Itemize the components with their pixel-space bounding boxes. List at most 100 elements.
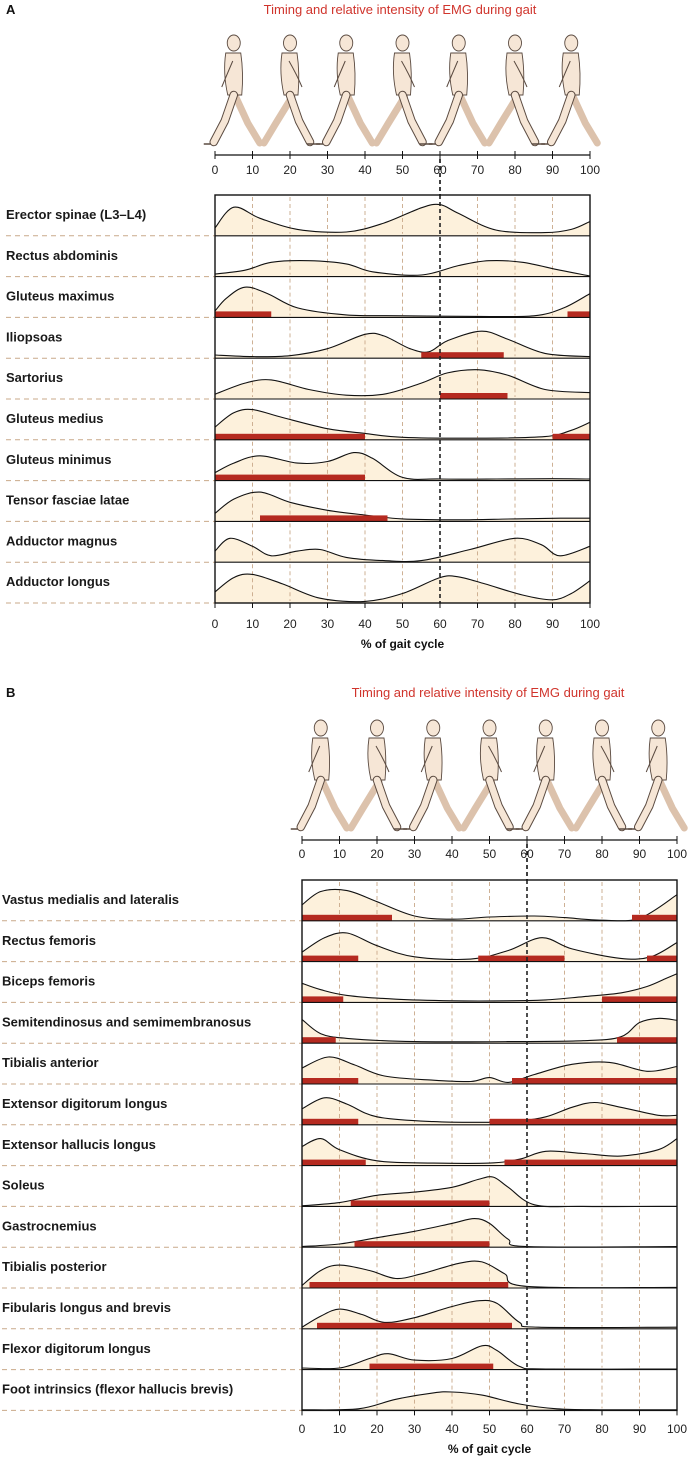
figure-head [651,719,666,737]
figure-head [564,34,579,52]
emg-curve [214,330,591,358]
figure-head [226,34,241,52]
activity-bar [440,393,508,399]
emg-curve [214,491,591,521]
figure-back-leg [319,778,351,832]
activity-bar [567,311,590,318]
figure-head [283,34,297,52]
muscle-row: Semitendinosus and semimembranosus [2,1004,678,1044]
panel-a: A Timing and relative intensity of EMG du… [6,2,601,651]
walking-figure-icon [403,719,463,832]
figure-front-leg [486,776,513,831]
activity-bar [552,433,590,440]
emg-area [302,1345,677,1370]
figure-back-leg [460,778,495,832]
emg-area [215,409,590,440]
walking-figure-icon [460,719,520,832]
walking-figure-icon [485,34,545,147]
emg-curve [214,259,591,277]
bottom-tick-label: 70 [558,1422,572,1436]
top-tick-label: 90 [633,847,647,861]
top-tick-label: 80 [508,163,522,177]
walking-figure-icon [515,719,576,832]
bottom-tick-label: 50 [483,1422,497,1436]
muscle-row: Sartorius [6,360,591,400]
figure-torso [336,52,356,96]
figure-front-leg [598,776,626,831]
panel-letter: B [6,685,15,700]
walking-figure-icon [541,34,601,147]
bottom-tick-label: 80 [508,617,522,631]
figure-front-leg [635,776,662,831]
muscle-label: Gluteus minimus [6,452,111,467]
figure-head [538,719,553,737]
muscle-row: Soleus [2,1167,678,1208]
activity-bar [489,1118,677,1125]
muscle-row: Tibialis posterior [2,1249,678,1289]
muscle-row: Gluteus minimus [6,441,591,482]
figure-back-leg [260,93,296,147]
activity-bar [302,1037,336,1044]
figure-torso [505,52,525,96]
top-tick-label: 10 [246,163,260,177]
figure-front-leg [522,776,549,831]
bottom-tick-label: 40 [445,1422,459,1436]
figure-back-leg [656,778,688,832]
figure-arm [333,60,346,88]
figure-arm [375,745,390,773]
figure-front-leg [286,91,314,146]
muscle-row: Rectus femoris [2,922,678,963]
emg-curve [214,369,591,397]
emg-area [302,889,677,921]
muscle-row: Erector spinae (L3–L4) [6,197,591,237]
emg-curve [214,573,591,603]
figure-torso [561,52,581,96]
figure-torso [392,52,412,96]
muscle-label: Sartorius [6,370,63,385]
muscle-row: Extensor hallucis longus [2,1126,678,1167]
bottom-tick-label: 70 [471,617,485,631]
figure-arm [401,60,415,88]
emg-curve [301,1056,678,1083]
muscle-label: Flexor digitorum longus [2,1341,151,1356]
x-axis-label: % of gait cycle [361,637,445,651]
muscle-row: Gluteus maximus [6,278,591,318]
figure-front-leg [297,776,324,831]
muscle-label: Biceps femoris [2,974,95,989]
figure-back-leg [572,778,608,832]
figure-back-leg [373,93,408,147]
bottom-tick-label: 0 [212,617,219,631]
emg-area [302,1138,677,1166]
muscle-label: Gluteus maximus [6,289,114,304]
bottom-tick-label: 20 [283,617,297,631]
emg-curve [301,1260,678,1289]
bottom-tick-label: 10 [246,617,260,631]
emg-area [302,1056,677,1084]
top-tick-label: 40 [445,847,459,861]
muscle-row: Flexor digitorum longus [2,1330,678,1371]
muscle-label: Tensor fasciae latae [6,493,129,508]
activity-bar [512,1078,677,1084]
top-tick-label: 30 [321,163,335,177]
emg-area [215,331,590,359]
muscle-label: Gastrocnemius [2,1218,97,1233]
activity-bar [602,996,677,1003]
x-axis-label: % of gait cycle [448,1442,532,1456]
emg-curve [214,537,591,563]
muscle-label: Vastus medialis and lateralis [2,892,179,907]
emg-curve [214,203,591,234]
figure-front-leg [410,776,437,831]
muscle-label: Rectus abdominis [6,248,118,263]
figure-arm [221,60,234,88]
bottom-tick-label: 100 [667,1422,687,1436]
activity-bar [350,1200,490,1207]
muscle-row: Tensor fasciae latae [6,482,591,522]
bottom-tick-label: 80 [595,1422,609,1436]
figure-arm [488,745,502,773]
walking-figure-icon [428,34,489,147]
emg-curve [214,286,591,318]
activity-bar [421,352,504,359]
activity-bar [647,955,677,962]
figure-arm [288,60,303,88]
